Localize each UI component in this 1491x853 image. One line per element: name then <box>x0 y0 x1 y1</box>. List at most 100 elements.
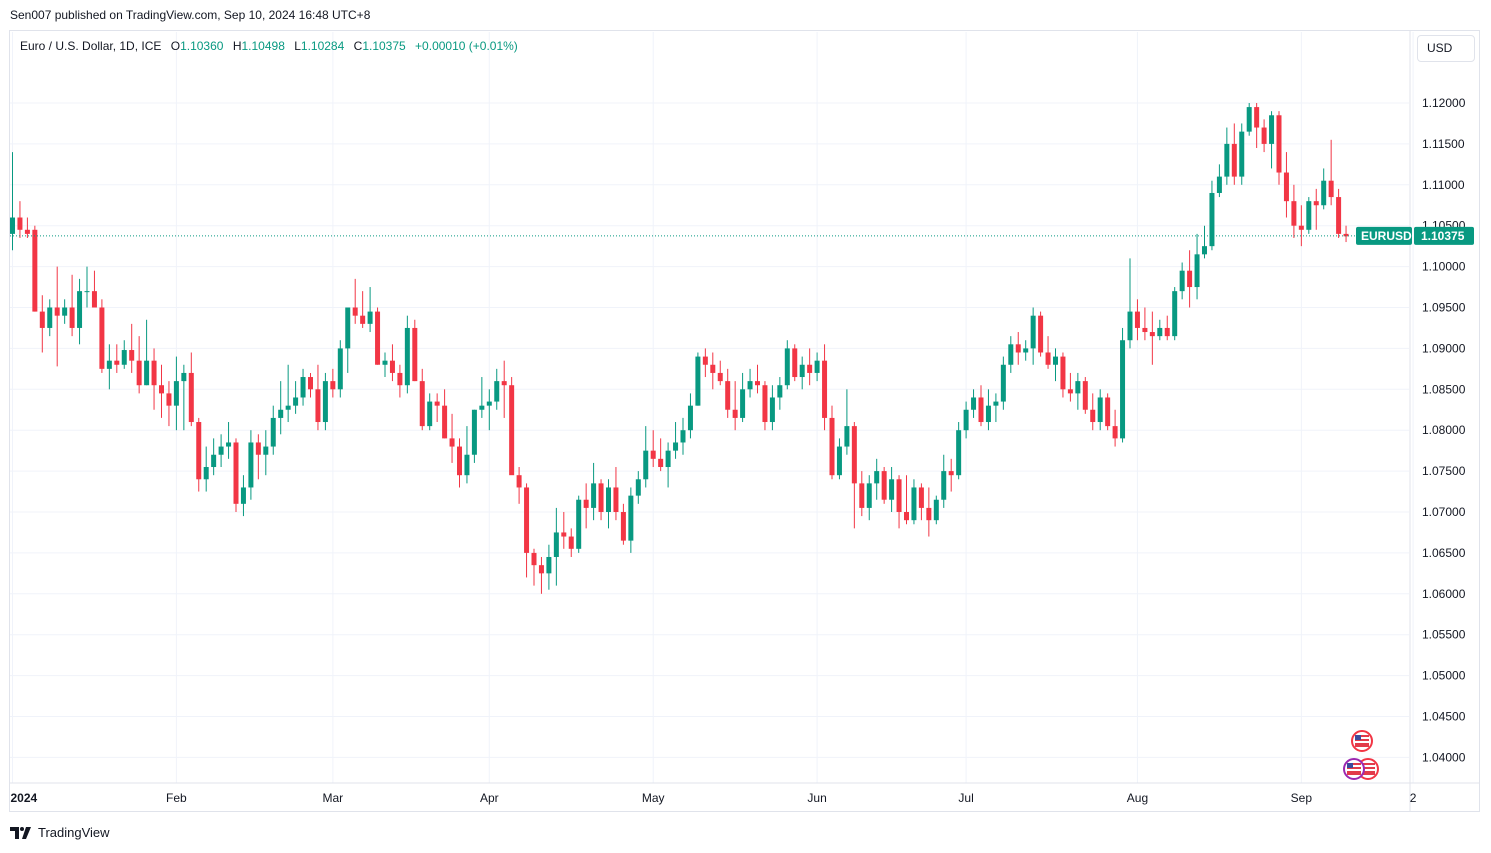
candle-body <box>240 487 246 504</box>
candle-body <box>695 356 701 406</box>
y-tick-label: 1.10000 <box>1422 260 1466 274</box>
candle-body <box>136 360 142 386</box>
currency-button[interactable]: USD <box>1417 35 1475 62</box>
x-tick-label: Jul <box>958 791 973 805</box>
ohlc-legend: Euro / U.S. Dollar, 1D, ICE O1.10360 H1.… <box>20 39 518 53</box>
candle-body <box>389 360 395 373</box>
candle-body <box>598 483 604 512</box>
candle-body <box>352 307 358 316</box>
candle-body <box>673 442 679 451</box>
us-flag-event-icon[interactable] <box>1351 730 1373 752</box>
candle-body <box>278 409 284 418</box>
candle-body <box>181 372 187 382</box>
candle-body <box>32 229 38 312</box>
candle-body <box>285 405 291 410</box>
candle-body <box>1097 397 1103 423</box>
candle-body <box>114 360 120 365</box>
candle-body <box>1179 270 1185 292</box>
candle-body <box>978 397 984 423</box>
candle-body <box>322 381 328 423</box>
candle-body <box>91 291 97 308</box>
candle-body <box>173 381 179 406</box>
footer-brand[interactable]: TradingView <box>10 825 110 840</box>
y-tick-label: 1.11500 <box>1422 137 1465 151</box>
candle-body <box>814 360 820 373</box>
candle-body <box>687 405 693 431</box>
candle-body <box>375 311 381 365</box>
candle-body <box>427 401 433 427</box>
low-value: 1.10284 <box>300 39 345 53</box>
candle-body <box>538 565 544 574</box>
candle-body <box>971 397 977 410</box>
economic-events <box>1343 730 1379 780</box>
candle-body <box>1343 233 1349 237</box>
candle-body <box>39 311 45 328</box>
y-tick-label: 1.11000 <box>1422 178 1465 192</box>
candle-body <box>896 479 902 512</box>
candle-body <box>486 401 492 406</box>
candle-body <box>218 446 224 455</box>
candle-body <box>1216 176 1222 193</box>
candle-body <box>159 385 164 394</box>
price-tag-price: 1.10375 <box>1421 229 1465 243</box>
candle-body <box>24 229 30 234</box>
candle-body <box>516 475 522 488</box>
symbol-description[interactable]: Euro / U.S. Dollar, 1D, ICE <box>20 39 162 53</box>
candle-body <box>1194 254 1200 288</box>
us-flag-event-icon[interactable] <box>1343 758 1365 780</box>
candle-body <box>382 360 388 365</box>
candle-body <box>308 377 313 390</box>
candle-body <box>777 385 783 398</box>
candle-body <box>911 487 917 521</box>
candle-body <box>434 401 440 406</box>
candle-body <box>1105 397 1111 427</box>
close-label: C <box>353 39 363 53</box>
candle-body <box>963 409 969 431</box>
x-tick-label: Mar <box>323 791 344 805</box>
candle-body <box>226 442 232 447</box>
candle-body <box>859 483 865 508</box>
y-tick-label: 1.06000 <box>1422 587 1466 601</box>
candle-body <box>1336 197 1342 234</box>
candle-body <box>106 360 112 369</box>
candle-body <box>710 364 716 373</box>
candle-body <box>658 458 664 468</box>
candle-body <box>345 307 351 349</box>
candle-body <box>211 454 217 468</box>
candle-body <box>1067 389 1073 394</box>
candle-body <box>1030 315 1036 349</box>
candle-body <box>717 372 723 382</box>
y-tick-label: 1.08500 <box>1422 382 1466 396</box>
candle-body <box>1023 348 1029 353</box>
grid-lines <box>10 31 1480 812</box>
candle-body <box>1142 327 1148 333</box>
candle-body <box>1276 115 1282 173</box>
price-axis: 1.120001.115001.110001.105001.100001.095… <box>1422 96 1466 764</box>
candle-body <box>1202 246 1207 255</box>
candle-body <box>844 426 850 447</box>
candle-body <box>1187 270 1193 288</box>
candle-body <box>330 381 336 390</box>
candle-body <box>583 499 589 508</box>
candle-body <box>568 536 574 549</box>
candle-body <box>188 372 194 423</box>
candle-body <box>84 291 90 293</box>
price-tag-ticker: EURUSD <box>1361 229 1412 243</box>
candle-body <box>233 442 239 504</box>
candle-body <box>822 360 828 418</box>
change-value: +0.00010 (+0.01%) <box>415 39 518 53</box>
candle-body <box>613 487 619 512</box>
candle-body <box>1045 352 1051 365</box>
candle-body <box>628 495 634 541</box>
x-tick-label: Jun <box>807 791 826 805</box>
candle-body <box>1060 356 1066 390</box>
candle-body <box>941 471 947 500</box>
price-tag: EURUSD 1.10375 <box>1356 226 1474 245</box>
high-label: H <box>232 39 242 53</box>
candle-body <box>553 532 559 557</box>
candle-body <box>635 479 641 496</box>
candle-body <box>501 381 507 386</box>
candle-body <box>747 381 753 390</box>
candle-body <box>1075 381 1081 394</box>
